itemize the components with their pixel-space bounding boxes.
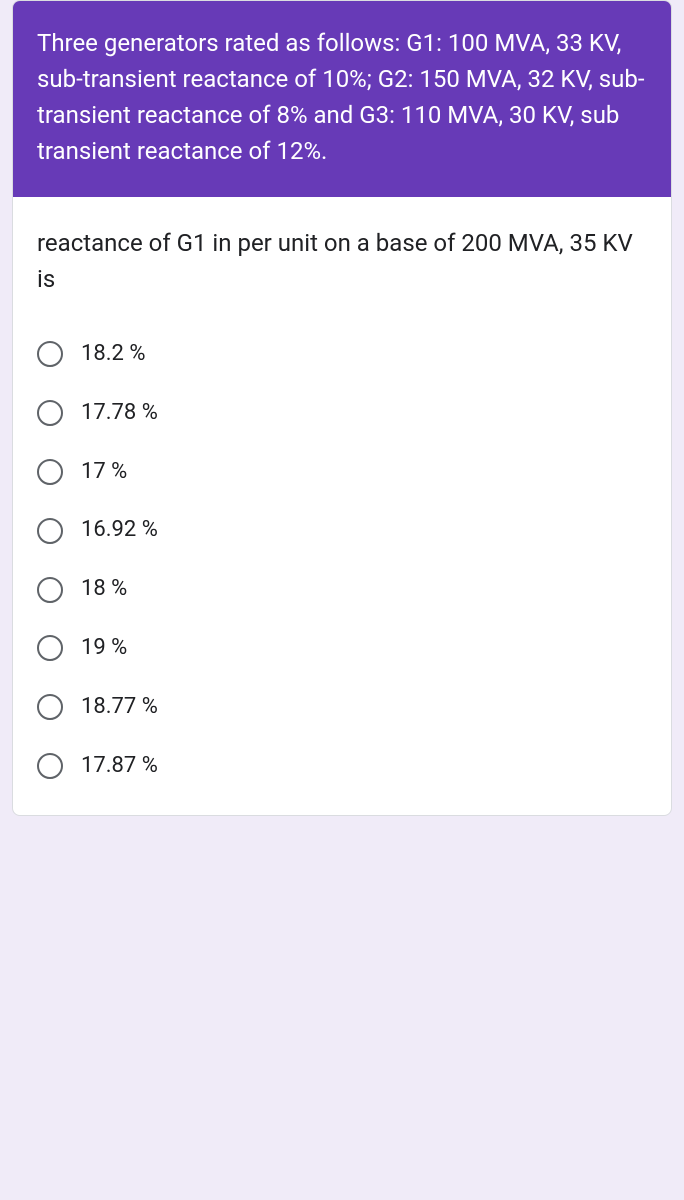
question-section: reactance of G1 in per unit on a base of…: [13, 197, 671, 815]
option-row[interactable]: 19 %: [37, 619, 647, 678]
form-header: Three generators rated as follows: G1: 1…: [13, 1, 671, 197]
option-label: 16.92 %: [81, 515, 158, 546]
radio-icon[interactable]: [37, 400, 63, 426]
options-container: 18.2 % 17.78 % 17 % 16.92 % 18 % 19 %: [37, 325, 647, 795]
option-label: 18 %: [81, 574, 127, 605]
option-row[interactable]: 18.2 %: [37, 325, 647, 384]
radio-icon[interactable]: [37, 753, 63, 779]
question-text: reactance of G1 in per unit on a base of…: [37, 225, 647, 297]
radio-icon[interactable]: [37, 635, 63, 661]
option-row[interactable]: 16.92 %: [37, 501, 647, 560]
form-description: Three generators rated as follows: G1: 1…: [37, 25, 647, 169]
option-row[interactable]: 17 %: [37, 443, 647, 502]
option-label: 18.2 %: [81, 339, 145, 370]
option-label: 19 %: [81, 633, 127, 664]
option-label: 17.87 %: [81, 751, 158, 782]
option-row[interactable]: 18 %: [37, 560, 647, 619]
radio-icon[interactable]: [37, 694, 63, 720]
option-label: 17.78 %: [81, 398, 158, 429]
radio-icon[interactable]: [37, 577, 63, 603]
option-label: 17 %: [81, 457, 127, 488]
radio-icon[interactable]: [37, 341, 63, 367]
question-card: Three generators rated as follows: G1: 1…: [12, 0, 672, 816]
option-label: 18.77 %: [81, 692, 158, 723]
radio-icon[interactable]: [37, 459, 63, 485]
option-row[interactable]: 17.78 %: [37, 384, 647, 443]
radio-icon[interactable]: [37, 518, 63, 544]
option-row[interactable]: 17.87 %: [37, 737, 647, 796]
option-row[interactable]: 18.77 %: [37, 678, 647, 737]
question-text-content: reactance of G1 in per unit on a base of…: [37, 229, 633, 293]
